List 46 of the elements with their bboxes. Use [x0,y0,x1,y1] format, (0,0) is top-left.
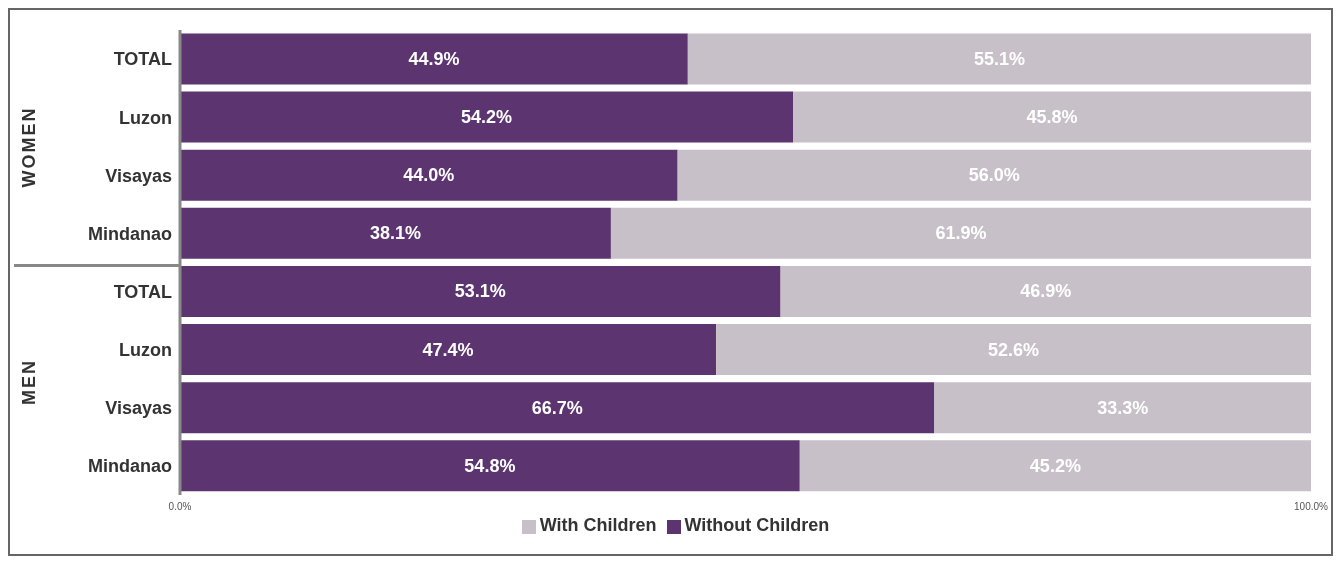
bar [180,440,800,492]
text: WOMEN [18,106,40,188]
bar [180,91,793,143]
data-label: 55.1% [973,48,1025,69]
y-tick-label: Mindanao [88,223,172,244]
bar [180,149,678,201]
legend-label: With Children [539,515,657,535]
data-label: 66.7% [531,397,583,418]
y-tick-label: TOTAL [113,281,172,302]
y-tick-label: Mindanao [88,456,172,477]
bar [716,324,1311,376]
bar [677,149,1311,201]
data-label: 44.0% [403,165,455,186]
bar [799,440,1311,492]
x-tick-label: 0.0% [168,501,192,513]
bar [934,382,1311,434]
bar [687,33,1311,85]
bar [793,91,1311,143]
y-tick-label: Visayas [105,398,172,419]
x-tick-label: 100.0% [1294,501,1329,513]
y-tick-label: TOTAL [113,49,172,70]
data-label: 44.9% [408,48,460,69]
data-label: 46.9% [1020,281,1072,302]
bar [180,33,688,85]
data-label: 45.8% [1026,107,1078,128]
text: MEN [18,358,40,405]
data-label: 47.4% [422,339,474,360]
data-label: 53.1% [454,281,506,302]
bar [180,207,611,259]
data-label: 54.8% [464,455,516,476]
bar [780,265,1311,317]
data-label: 61.9% [935,223,987,244]
data-label: 54.2% [460,107,513,128]
bar [180,265,781,317]
data-label: 52.6% [988,339,1040,360]
data-label: 38.1% [369,223,421,244]
bar [180,382,935,434]
legend-label: Without Children [684,515,830,535]
y-tick-label: Luzon [119,340,172,361]
y-tick-label: Visayas [105,165,172,186]
data-label: 33.3% [1097,397,1149,418]
bar [610,207,1311,259]
bar [180,324,717,376]
data-label: 45.2% [1029,455,1081,476]
y-tick-label: Luzon [119,107,172,128]
data-label: 56.0% [968,165,1020,186]
